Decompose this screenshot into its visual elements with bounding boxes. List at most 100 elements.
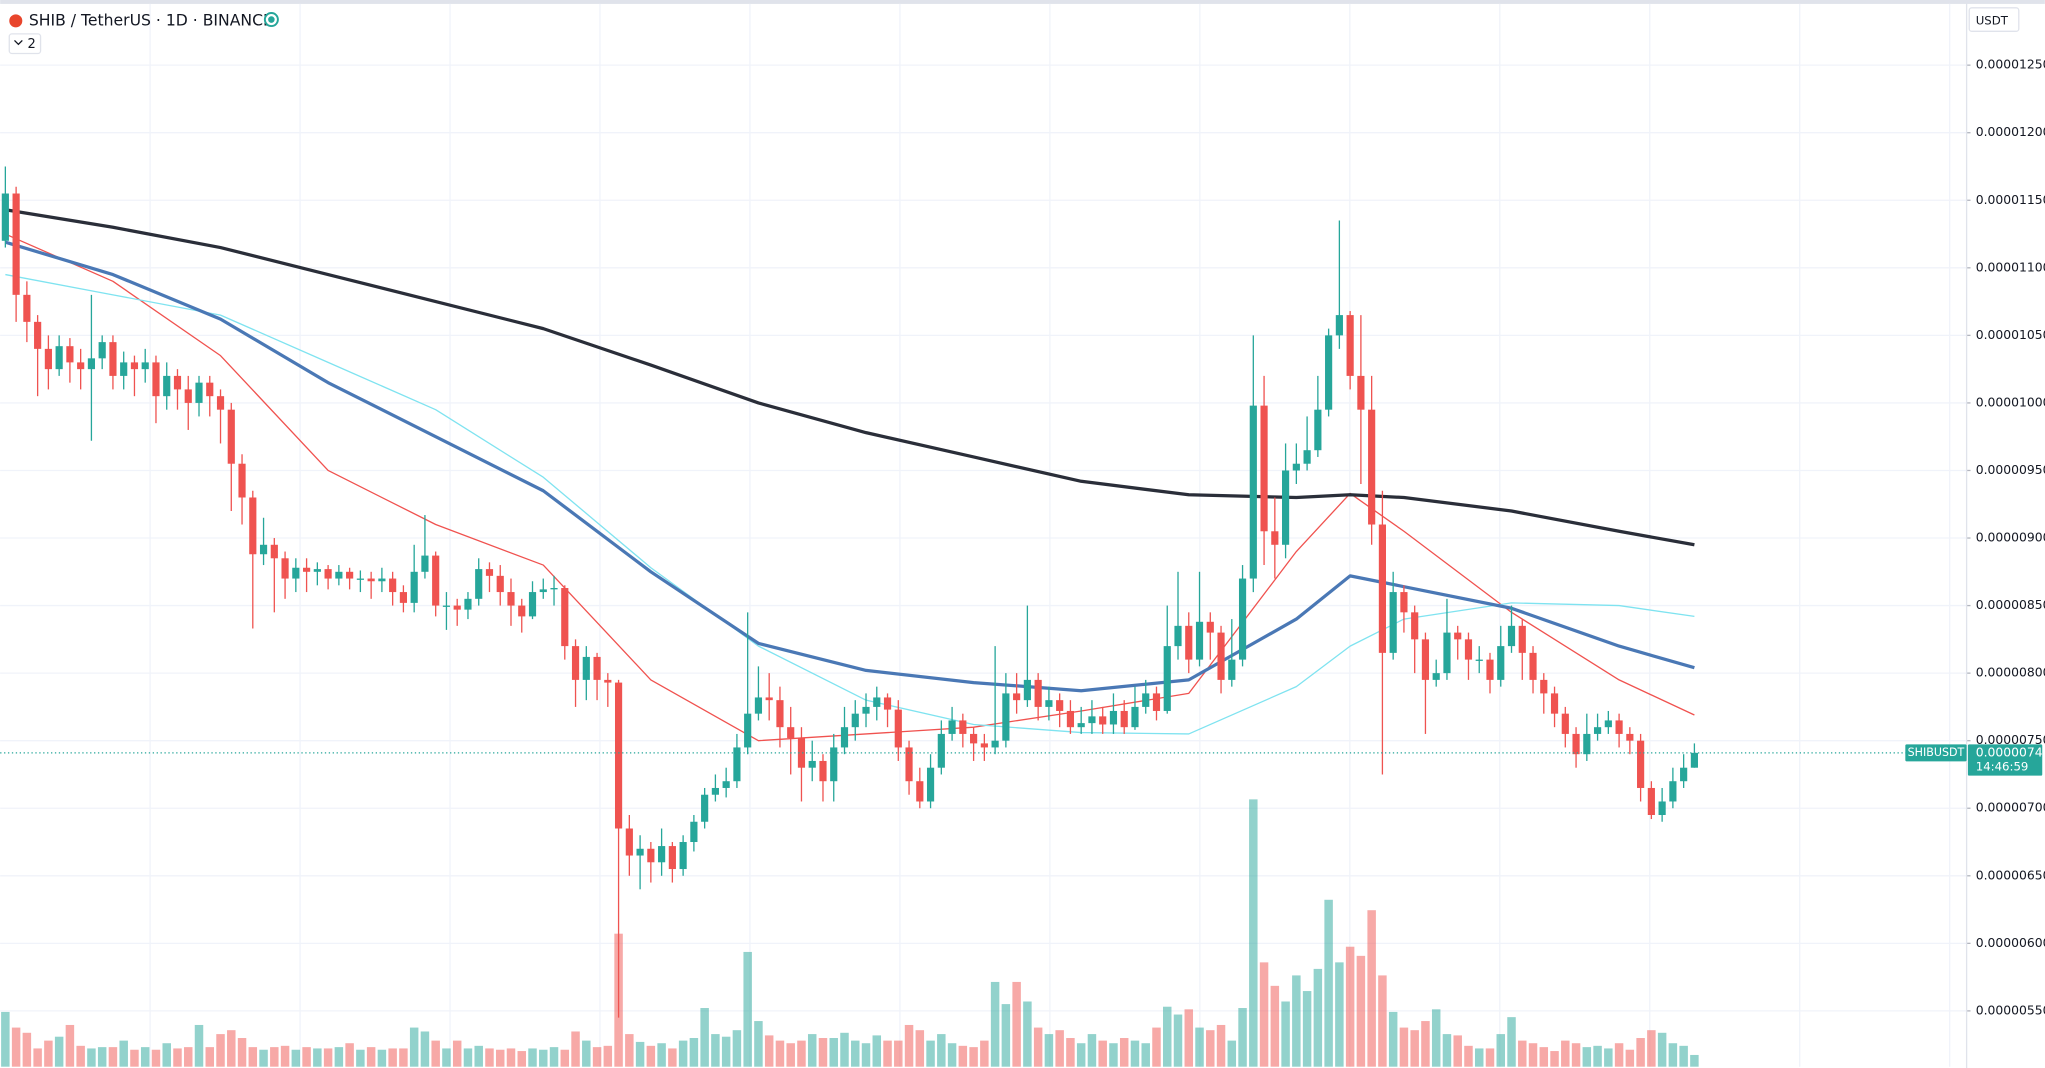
candle-body [1647, 787, 1655, 815]
volume-bar [1335, 962, 1344, 1067]
volume-bar [1485, 1048, 1495, 1067]
volume-bar [732, 1030, 742, 1067]
volume-bar [291, 1049, 301, 1067]
volume-bar [1474, 1048, 1484, 1067]
volume-bar [764, 1035, 774, 1067]
volume-bar [851, 1040, 860, 1067]
volume-bar [700, 1008, 709, 1067]
candle-body [1238, 578, 1247, 660]
candle-body [1163, 646, 1171, 711]
candle-body [1335, 315, 1343, 336]
indicators-toggle[interactable] [8, 33, 42, 55]
volume-bar [1119, 1038, 1129, 1067]
candle-body [970, 733, 978, 744]
volume-bar [711, 1034, 720, 1067]
volume-bar [388, 1048, 397, 1067]
candle-body [44, 348, 52, 370]
volume-bar [1421, 1021, 1430, 1067]
volume-bar [313, 1048, 322, 1067]
volume-bar [140, 1047, 150, 1067]
price-axis: 0.00000550 0.00000600 0.00000650 0.00000700… [1966, 58, 2045, 1017]
candle-body [98, 342, 106, 359]
moving-average [5, 233, 1695, 742]
candle-body [1013, 693, 1021, 701]
symbol-icon[interactable] [9, 14, 23, 28]
candle-body [1529, 652, 1537, 680]
moving-averages [4, 208, 1695, 742]
candle-body [259, 544, 268, 555]
candle-body [614, 682, 623, 829]
candle-body [421, 555, 429, 572]
volume-bar [205, 1047, 215, 1067]
indicators-count[interactable]: 2 [28, 37, 36, 52]
candle-body [690, 821, 698, 843]
candle-body [227, 409, 235, 464]
volume-bar [947, 1043, 957, 1067]
y-tick-label: 0.00000550 [1976, 1003, 2045, 1017]
candle-body [1637, 740, 1645, 788]
candle-body [238, 463, 246, 498]
volume-bar [1690, 1054, 1699, 1067]
candle-body [1690, 752, 1698, 768]
volume-bar [1249, 799, 1258, 1067]
candle-body [1099, 716, 1107, 725]
volume-bar [22, 1032, 32, 1067]
volume-bar [334, 1047, 344, 1067]
candle-body [1593, 727, 1602, 734]
y-tick-label: 0.00001100 [1976, 260, 2045, 274]
volume-bar [1636, 1038, 1645, 1067]
volume-bar [33, 1048, 42, 1067]
candle-body [453, 605, 461, 610]
volume-bar [1012, 981, 1021, 1067]
candle-body [324, 569, 332, 579]
volume-bar [442, 1048, 451, 1067]
y-tick-label: 0.00000950 [1976, 463, 2045, 477]
volume-bar [1066, 1038, 1075, 1067]
volume-bar [162, 1043, 171, 1067]
currency-label[interactable]: USDT [1976, 13, 2009, 27]
candle-body [1432, 673, 1440, 680]
volume-bar [97, 1047, 107, 1067]
volume-bar [506, 1048, 516, 1067]
y-tick-label: 0.00000850 [1976, 598, 2045, 612]
currency-button[interactable] [1968, 7, 2020, 32]
candle-body [356, 578, 364, 580]
candle-body [1023, 679, 1031, 701]
volume-bar [1195, 1027, 1204, 1067]
candle-body [1045, 700, 1053, 707]
volume-bar [377, 1049, 387, 1067]
volume-bar [517, 1051, 526, 1067]
volume-bar [495, 1049, 505, 1067]
y-tick-label: 0.00000600 [1976, 936, 2045, 950]
volume-bar [227, 1030, 236, 1067]
candle-body [1292, 463, 1300, 471]
chevron [14, 39, 23, 46]
volume-bar [904, 1024, 914, 1067]
volume-bar [625, 1034, 634, 1067]
volume-bar [678, 1040, 688, 1067]
candle-body [1034, 679, 1042, 707]
candle-body [636, 848, 644, 856]
volume-bar [775, 1040, 785, 1067]
candle-body [604, 679, 612, 683]
candle-body [819, 760, 827, 782]
volume-bar [248, 1047, 258, 1067]
candle-body [883, 697, 892, 710]
candle-body [1421, 639, 1430, 680]
candle-body [787, 727, 795, 738]
volume-bar [1259, 962, 1269, 1067]
candle-body [249, 497, 257, 555]
candle-body [1389, 592, 1397, 653]
volume-bar [1313, 968, 1323, 1067]
candle-body [1077, 723, 1085, 728]
candle-body [1368, 409, 1376, 525]
candle-body [1680, 767, 1688, 782]
symbol-title[interactable]: SHIB / TetherUS · 1D · BINANCE [29, 10, 273, 29]
volume-bar [571, 1031, 580, 1067]
volume-bar [592, 1047, 602, 1067]
candle-body [539, 589, 547, 593]
volume-bar [1, 1011, 10, 1067]
volume-bar [937, 1034, 946, 1067]
candle-body [163, 375, 171, 397]
candle-body [206, 382, 214, 397]
